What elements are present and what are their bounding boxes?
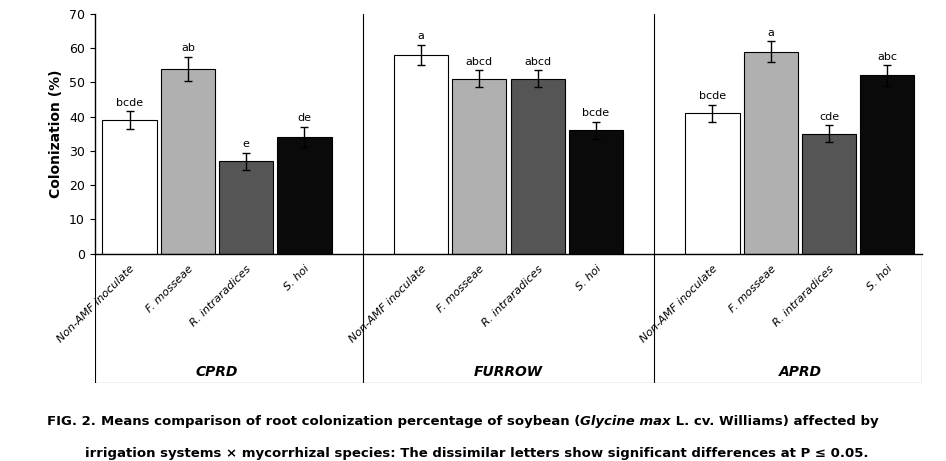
Bar (511, 79, 565, 254)
Text: Non-AMF inoculate: Non-AMF inoculate (639, 264, 720, 345)
Text: irrigation systems × mycorrhizal species: The dissimilar letters show significan: irrigation systems × mycorrhizal species… (85, 447, 868, 460)
Text: R. intraradices: R. intraradices (772, 264, 836, 328)
Text: F. mosseae: F. mosseae (727, 264, 778, 314)
Bar (277, 137, 331, 254)
Bar (686, 113, 740, 254)
Bar (569, 130, 623, 254)
Text: cde: cde (819, 112, 839, 122)
Text: e: e (243, 139, 250, 149)
Bar (394, 55, 448, 254)
Text: F. mosseae: F. mosseae (436, 264, 486, 314)
Text: S. hoi: S. hoi (283, 264, 311, 293)
Bar (102, 120, 157, 254)
Text: Non-AMF inoculate: Non-AMF inoculate (56, 264, 136, 345)
Text: APRD: APRD (779, 365, 821, 379)
Text: S. hoi: S. hoi (574, 264, 603, 293)
Text: FIG. 2.: FIG. 2. (47, 415, 101, 428)
Text: bcde: bcde (699, 91, 727, 101)
Text: abcd: abcd (465, 57, 493, 67)
Text: L. cv. Williams) affected by: L. cv. Williams) affected by (671, 415, 879, 428)
Bar (452, 79, 506, 254)
Text: R. intraradices: R. intraradices (188, 264, 254, 328)
Text: bcde: bcde (116, 98, 143, 108)
Text: S. hoi: S. hoi (866, 264, 895, 293)
Text: CPRD: CPRD (196, 365, 238, 379)
Text: a: a (767, 28, 774, 38)
Text: abcd: abcd (524, 57, 552, 67)
Text: F. mosseae: F. mosseae (144, 264, 195, 314)
Text: a: a (417, 31, 425, 41)
Bar (161, 69, 215, 254)
Text: abc: abc (877, 52, 898, 62)
Bar (219, 161, 273, 254)
Text: ab: ab (181, 43, 195, 53)
Text: FURROW: FURROW (474, 365, 543, 379)
Y-axis label: Colonization (%): Colonization (%) (49, 70, 63, 198)
Text: Glycine max: Glycine max (580, 415, 671, 428)
Bar (860, 76, 915, 254)
Text: bcde: bcde (583, 108, 609, 118)
Bar (802, 134, 856, 254)
Bar (744, 52, 797, 254)
Text: Non-AMF inoculate: Non-AMF inoculate (347, 264, 429, 345)
Text: R. intraradices: R. intraradices (481, 264, 545, 328)
Text: de: de (297, 113, 311, 124)
Text: Means comparison of root colonization percentage of soybean (: Means comparison of root colonization pe… (101, 415, 580, 428)
